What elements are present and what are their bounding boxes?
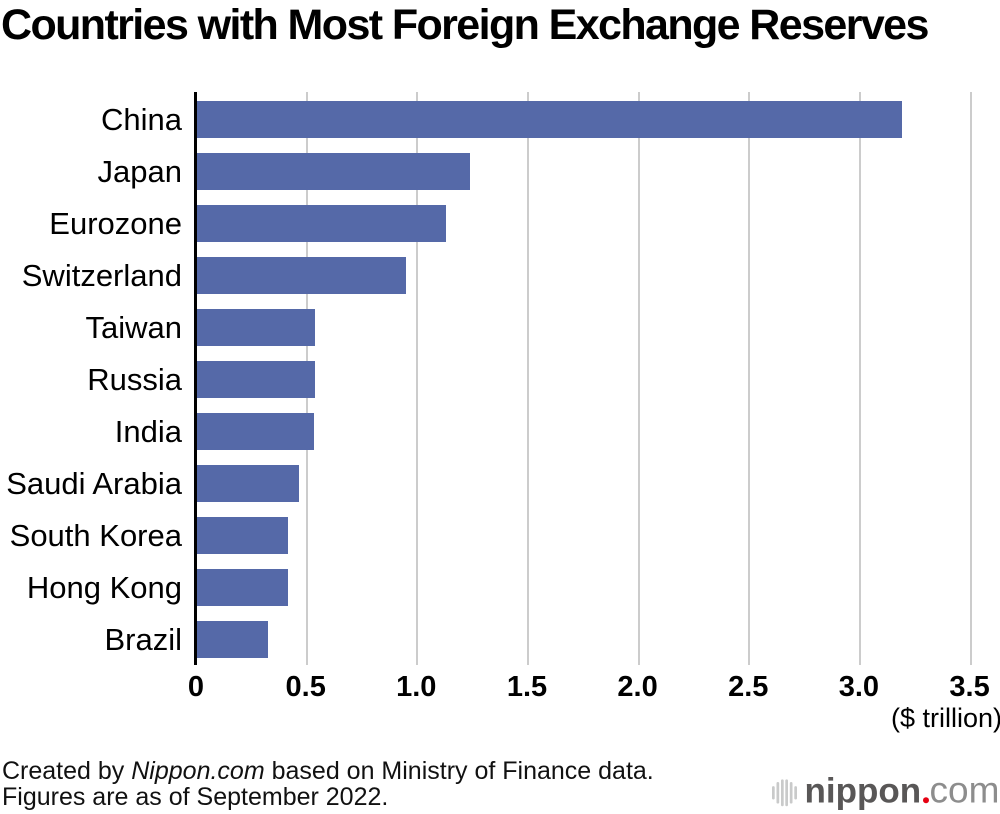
svg-text:com: com (930, 770, 1000, 811)
svg-text:nippon: nippon (805, 772, 922, 811)
